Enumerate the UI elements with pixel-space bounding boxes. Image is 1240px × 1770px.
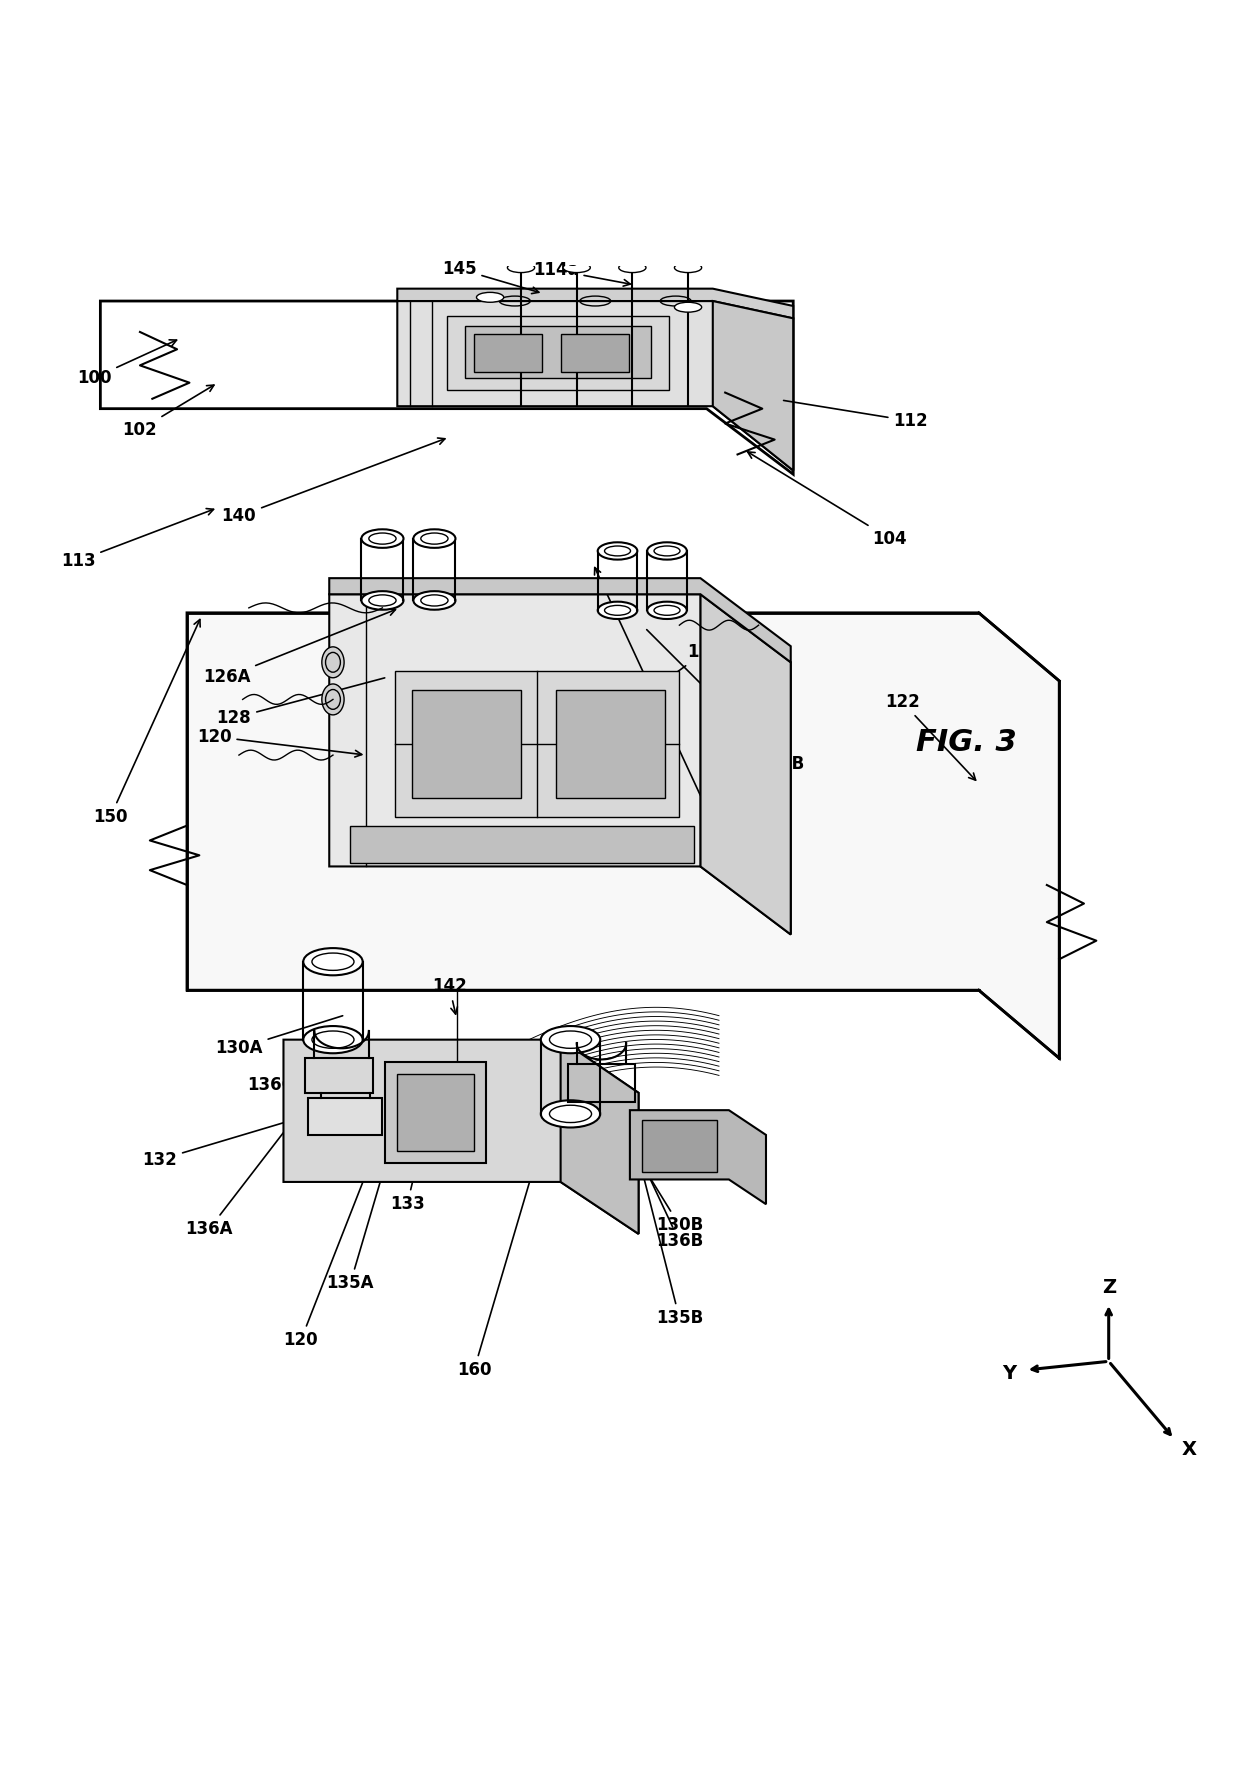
Text: 133: 133 <box>389 1083 436 1212</box>
Ellipse shape <box>413 529 455 549</box>
Text: Y: Y <box>1003 1365 1017 1382</box>
Bar <box>397 1074 474 1150</box>
Text: 136B: 136B <box>606 1085 703 1250</box>
Text: 102: 102 <box>123 386 215 439</box>
Text: 150: 150 <box>93 620 200 827</box>
Text: 145: 145 <box>441 260 539 294</box>
Polygon shape <box>560 1039 639 1234</box>
Polygon shape <box>630 1110 766 1204</box>
Ellipse shape <box>541 1101 600 1127</box>
Polygon shape <box>397 289 794 319</box>
Text: FIG. 3: FIG. 3 <box>916 727 1017 758</box>
Polygon shape <box>713 301 794 471</box>
Ellipse shape <box>413 591 455 609</box>
Ellipse shape <box>361 529 403 549</box>
Text: Z: Z <box>1101 1278 1116 1297</box>
Bar <box>394 671 680 818</box>
Ellipse shape <box>619 262 646 273</box>
Polygon shape <box>187 612 1059 1058</box>
Text: 136A: 136A <box>186 1074 327 1237</box>
Ellipse shape <box>598 602 637 620</box>
Ellipse shape <box>541 1027 600 1053</box>
Ellipse shape <box>322 646 343 678</box>
Text: 135A: 135A <box>326 1051 419 1292</box>
Bar <box>350 825 694 862</box>
Text: 136C: 136C <box>248 1076 343 1119</box>
Text: 142: 142 <box>432 977 466 1014</box>
Ellipse shape <box>675 303 702 312</box>
Ellipse shape <box>361 591 403 609</box>
Text: 104: 104 <box>748 451 906 547</box>
Ellipse shape <box>675 262 702 273</box>
Ellipse shape <box>304 949 362 975</box>
Text: 100: 100 <box>77 340 176 386</box>
Text: 152: 152 <box>594 568 737 844</box>
Text: X: X <box>1182 1439 1197 1458</box>
Text: 120: 120 <box>284 1156 374 1349</box>
Ellipse shape <box>304 1027 362 1053</box>
Text: 114a: 114a <box>533 262 630 287</box>
Text: 122: 122 <box>884 692 976 781</box>
Text: 160: 160 <box>456 1080 559 1379</box>
Polygon shape <box>330 579 791 662</box>
Text: 124: 124 <box>549 644 722 765</box>
Ellipse shape <box>647 602 687 620</box>
Text: 135B: 135B <box>631 1126 703 1328</box>
Bar <box>642 1120 717 1172</box>
Ellipse shape <box>647 542 687 559</box>
Text: 113: 113 <box>61 508 213 570</box>
Bar <box>560 335 629 372</box>
Polygon shape <box>284 1039 639 1234</box>
Bar <box>474 335 542 372</box>
Ellipse shape <box>476 292 503 303</box>
Bar <box>412 690 521 798</box>
Ellipse shape <box>563 262 590 273</box>
Polygon shape <box>309 1097 382 1135</box>
Polygon shape <box>397 301 794 471</box>
Bar <box>556 690 665 798</box>
Text: 120: 120 <box>197 727 362 758</box>
Text: 126B: 126B <box>647 630 805 773</box>
Text: 132: 132 <box>143 1113 309 1168</box>
Bar <box>446 315 670 389</box>
Polygon shape <box>100 301 794 474</box>
Polygon shape <box>330 595 791 935</box>
Bar <box>465 326 651 377</box>
Text: 126A: 126A <box>203 609 396 687</box>
Ellipse shape <box>507 262 534 273</box>
Text: 130B: 130B <box>587 1076 703 1234</box>
Polygon shape <box>701 595 791 935</box>
Text: 112: 112 <box>784 400 928 430</box>
Bar <box>384 1062 486 1163</box>
Text: 140: 140 <box>222 437 445 526</box>
Text: 128: 128 <box>217 678 384 727</box>
Ellipse shape <box>322 683 343 715</box>
Text: 130A: 130A <box>216 1016 342 1057</box>
Ellipse shape <box>598 542 637 559</box>
